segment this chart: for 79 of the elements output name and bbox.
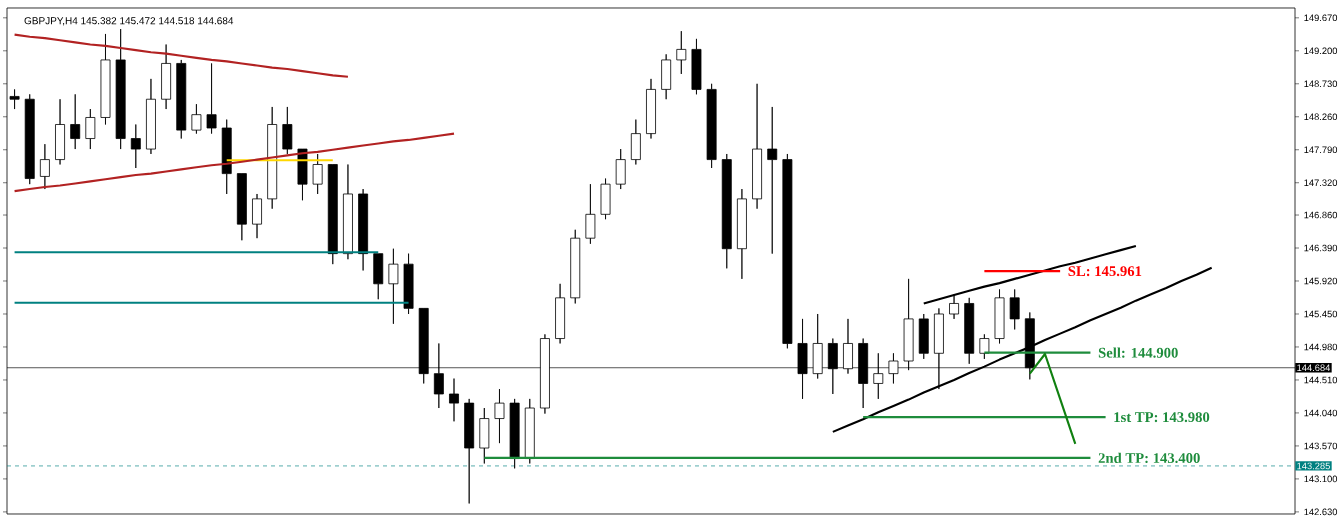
series-label: Sell: 144.900 xyxy=(1098,347,1178,358)
y-tick-label: 148.260 xyxy=(1304,113,1338,121)
candlestick xyxy=(676,30,687,75)
candlestick xyxy=(449,378,459,422)
series-label: 1st TP: 143.980 xyxy=(1114,412,1210,423)
candlestick xyxy=(70,93,81,150)
candlestick xyxy=(252,193,262,239)
candlestick xyxy=(509,398,520,469)
text: GBPJPY,H4 145.382 145.472 144.518 144.684 xyxy=(24,17,234,26)
candlestick xyxy=(555,283,566,344)
candlestick xyxy=(115,28,126,150)
candlestick xyxy=(206,63,217,135)
candlestick xyxy=(706,83,717,169)
candlestick xyxy=(85,108,96,150)
y-tick-label: 147.320 xyxy=(1304,179,1338,187)
candlestick xyxy=(130,124,141,169)
y-tick-label: 146.860 xyxy=(1304,211,1338,219)
candlestick xyxy=(176,59,187,139)
y-tick-label: 143.570 xyxy=(1304,442,1338,450)
candlestick xyxy=(646,78,656,139)
candlestick xyxy=(752,83,763,210)
ref-line-label: 144.684 xyxy=(1297,364,1331,372)
candlestick xyxy=(600,178,611,220)
y-tick-label: 144.510 xyxy=(1304,376,1338,384)
candlestick xyxy=(767,106,778,255)
candlestick xyxy=(615,148,626,190)
y-tick-label: 144.980 xyxy=(1304,343,1338,351)
candlestick xyxy=(343,164,353,260)
candlestick xyxy=(661,53,672,100)
candlestick xyxy=(479,407,490,464)
candlestick xyxy=(191,103,202,135)
candlestick xyxy=(736,188,747,280)
candlestick xyxy=(327,164,338,265)
candlestick xyxy=(221,119,232,195)
series-label: SL: 145.961 xyxy=(1068,266,1142,277)
candlestick xyxy=(691,38,702,95)
candlestick xyxy=(524,398,535,464)
candlestick xyxy=(403,253,414,315)
y-tick-label: 148.730 xyxy=(1304,80,1338,88)
candlestick xyxy=(9,89,20,110)
y-tick-label: 146.390 xyxy=(1304,244,1338,252)
ref-line-label: 143.285 xyxy=(1297,462,1330,470)
candlestick xyxy=(782,153,793,349)
line-series xyxy=(13,132,456,193)
candlestick xyxy=(100,33,111,125)
y-tick-label: 142.630 xyxy=(1304,508,1338,516)
candlestick xyxy=(24,93,35,185)
candlestick xyxy=(267,106,278,210)
candlestick xyxy=(282,106,293,155)
candlestick xyxy=(721,153,732,269)
candlestick xyxy=(312,153,323,195)
candlestick xyxy=(161,44,172,110)
line-series xyxy=(1028,352,1077,445)
y-tick-label: 149.200 xyxy=(1304,47,1338,55)
candlestick xyxy=(358,188,369,271)
candlestick xyxy=(464,398,475,504)
candlestick xyxy=(1009,289,1020,330)
y-tick-label: 147.790 xyxy=(1304,146,1338,154)
line-series xyxy=(13,33,350,78)
candlestick xyxy=(236,173,247,241)
candlestick xyxy=(570,229,581,304)
y-tick-label: 143.100 xyxy=(1304,475,1338,483)
candlestick xyxy=(630,119,641,165)
series-label: 2nd TP: 143.400 xyxy=(1098,452,1200,464)
candlestick xyxy=(146,78,156,155)
candlestick xyxy=(494,388,505,444)
y-tick-label: 149.670 xyxy=(1304,14,1338,22)
candlestick xyxy=(918,313,929,360)
y-tick-label: 145.920 xyxy=(1304,277,1338,285)
candlestick xyxy=(55,98,65,165)
candlestick xyxy=(373,253,384,300)
y-tick-label: 145.450 xyxy=(1304,310,1338,318)
candlestick xyxy=(39,143,50,190)
candlestick xyxy=(994,289,1005,344)
candlestick xyxy=(964,297,975,365)
candlestick xyxy=(388,248,399,325)
y-tick-label: 144.040 xyxy=(1304,409,1338,417)
candlestick xyxy=(979,333,990,360)
candlestick xyxy=(585,183,596,245)
